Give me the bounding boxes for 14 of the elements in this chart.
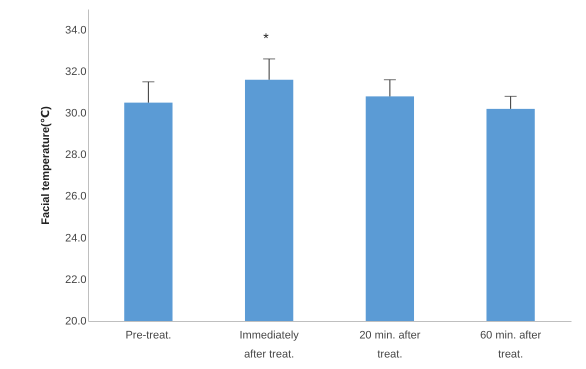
y-tick-label: 34.0 <box>65 24 86 36</box>
y-tick-label: 28.0 <box>65 149 86 162</box>
y-axis-title: Facial temperature(℃) <box>40 106 52 225</box>
y-tick-label: 20.0 <box>65 316 86 328</box>
y-tick-label: 24.0 <box>65 232 86 244</box>
x-tick-label: Pre-treat. <box>125 330 172 342</box>
x-tick-label: Immediately after treat. <box>239 330 300 360</box>
x-tick-label: 20 min. after treat. <box>359 330 421 360</box>
y-tick-label: 30.0 <box>65 108 86 120</box>
x-tick-label: 60 min. after treat. <box>480 330 542 360</box>
y-tick-label: 22.0 <box>65 274 86 286</box>
annotation: * <box>263 30 270 46</box>
y-tick-label: 26.0 <box>65 190 86 203</box>
y-tick-label: 32.0 <box>65 66 86 78</box>
